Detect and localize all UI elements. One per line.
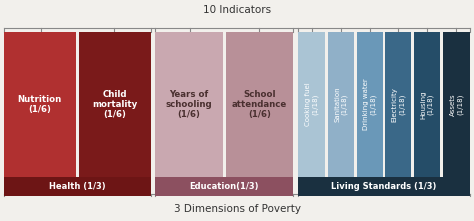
Text: Assets
(1/18): Assets (1/18) [450, 93, 463, 116]
Text: Education(1/3): Education(1/3) [190, 182, 259, 191]
Bar [328, 32, 354, 177]
Text: 3 Dimensions of Poverty: 3 Dimensions of Poverty [173, 204, 301, 214]
Bar [443, 32, 470, 177]
Text: Child
mortality
(1/6): Child mortality (1/6) [92, 90, 137, 119]
Bar [155, 177, 293, 196]
Text: Sanitation
(1/18): Sanitation (1/18) [334, 87, 347, 122]
Bar [4, 177, 151, 196]
Text: Years of
schooling
(1/6): Years of schooling (1/6) [166, 90, 212, 119]
Bar [298, 177, 470, 196]
Bar [414, 32, 440, 177]
Text: Housing
(1/18): Housing (1/18) [420, 90, 434, 119]
Bar [155, 32, 223, 177]
Text: Electricity
(1/18): Electricity (1/18) [392, 87, 405, 122]
Bar [79, 32, 151, 177]
Text: Cooking fuel
(1/18): Cooking fuel (1/18) [305, 83, 318, 126]
Text: 10 Indicators: 10 Indicators [203, 5, 271, 15]
Bar [4, 32, 76, 177]
Text: Drinking water
(1/18): Drinking water (1/18) [363, 78, 376, 130]
Bar [226, 32, 293, 177]
Bar [298, 32, 325, 177]
Text: Living Standards (1/3): Living Standards (1/3) [331, 182, 437, 191]
Bar [356, 32, 383, 177]
Bar [385, 32, 411, 177]
Text: Health (1/3): Health (1/3) [49, 182, 106, 191]
Text: Nutrition
(1/6): Nutrition (1/6) [18, 95, 62, 114]
Text: School
attendance
(1/6): School attendance (1/6) [232, 90, 287, 119]
